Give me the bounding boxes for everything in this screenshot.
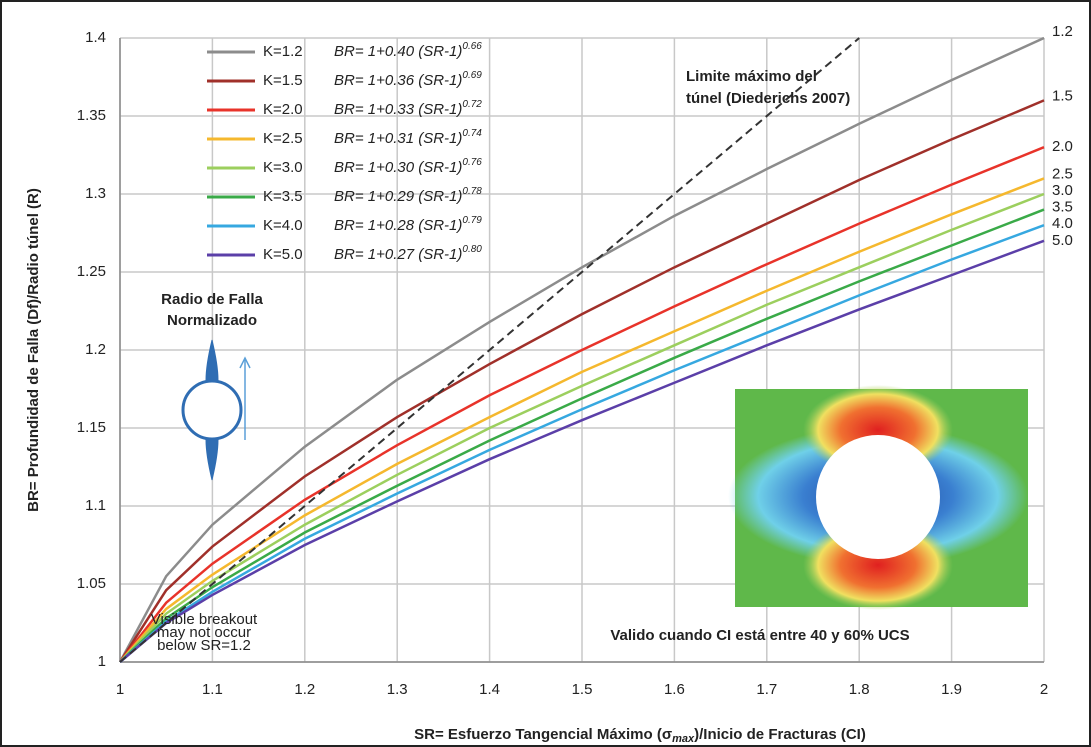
legend-formula: BR= 1+0.33 (SR-1)0.72	[334, 99, 482, 118]
annotation: may not occur	[157, 624, 251, 641]
formula-exponent: 0.74	[462, 128, 482, 139]
series-line	[119, 146, 1045, 663]
y-tick-label: 1.35	[77, 107, 106, 124]
formula: BR= 1+0.27 (SR-1)	[334, 246, 462, 263]
failure-sketch	[181, 339, 251, 481]
legend-label: K=4.0	[263, 217, 303, 234]
y-tick-label: 1.3	[85, 185, 106, 202]
formula-exponent: 0.72	[462, 99, 482, 110]
legend-formula: BR= 1+0.36 (SR-1)0.69	[334, 70, 482, 89]
legend-formula: BR= 1+0.40 (SR-1)0.66	[334, 41, 482, 60]
y-axis-label: BR= Profundidad de Falla (Df)/Radio túne…	[25, 188, 42, 512]
annotation: Radio de Falla	[161, 291, 263, 308]
formula: BR= 1+0.40 (SR-1)	[334, 43, 462, 60]
series-line	[119, 177, 1045, 663]
legend-formula: BR= 1+0.31 (SR-1)0.74	[334, 128, 482, 147]
x-tick-label: 1.3	[387, 681, 408, 698]
x-tick-label: 1.7	[756, 681, 777, 698]
end-label: 1.2	[1052, 23, 1073, 40]
series-line	[119, 192, 1045, 663]
limit-label: Limite máximo del	[686, 68, 817, 85]
formula: BR= 1+0.29 (SR-1)	[334, 188, 462, 205]
x-tick-label: 1.2	[294, 681, 315, 698]
formula-exponent: 0.66	[462, 41, 482, 52]
formula-exponent: 0.76	[462, 157, 482, 168]
x-label-part: SR= Esfuerzo Tangencial Máximo (σ	[414, 726, 672, 743]
legend-label: K=1.5	[263, 72, 303, 89]
annotation: Visible breakout	[151, 611, 258, 628]
end-label: 2.5	[1052, 165, 1073, 182]
x-tick-label: 1.6	[664, 681, 685, 698]
legend-formula: BR= 1+0.29 (SR-1)0.78	[334, 186, 482, 205]
end-label: 2.0	[1052, 138, 1073, 155]
end-label: 3.0	[1052, 182, 1073, 199]
formula: BR= 1+0.36 (SR-1)	[334, 72, 462, 89]
series-line	[119, 224, 1045, 663]
series-line	[119, 239, 1045, 663]
formula-exponent: 0.79	[462, 215, 482, 226]
x-tick-label: 1	[116, 681, 124, 698]
y-tick-label: 1.1	[85, 497, 106, 514]
end-label: 4.0	[1052, 215, 1073, 232]
y-tick-label: 1	[98, 653, 106, 670]
legend-label: K=1.2	[263, 43, 303, 60]
legend-formula: BR= 1+0.27 (SR-1)0.80	[334, 244, 482, 263]
y-tick-label: 1.4	[85, 29, 106, 46]
x-label-part: )/Inicio de Fracturas (CI)	[694, 726, 866, 743]
y-tick-label: 1.05	[77, 575, 106, 592]
y-tick-label: 1.15	[77, 419, 106, 436]
x-tick-label: 1.8	[849, 681, 870, 698]
formula: BR= 1+0.33 (SR-1)	[334, 101, 462, 118]
series-line	[119, 208, 1045, 663]
end-label: 3.5	[1052, 199, 1073, 216]
series-line	[118, 36, 1045, 663]
annotation: Normalizado	[167, 312, 257, 329]
series-line	[118, 99, 1045, 663]
grid	[119, 37, 1045, 663]
formula-exponent: 0.80	[462, 244, 482, 255]
limit-line	[119, 37, 860, 663]
formula-exponent: 0.69	[462, 70, 482, 81]
x-axis-label: SR= Esfuerzo Tangencial Máximo (σmax)/In…	[414, 726, 866, 745]
end-label: 1.5	[1052, 87, 1073, 104]
annotation: below SR=1.2	[157, 637, 251, 654]
x-tick-label: 1.9	[941, 681, 962, 698]
limit-label: túnel (Diederichs 2007)	[686, 90, 850, 107]
legend-formula: BR= 1+0.28 (SR-1)0.79	[334, 215, 482, 234]
formula: BR= 1+0.28 (SR-1)	[334, 217, 462, 234]
annotation: Valido cuando CI está entre 40 y 60% UCS	[610, 627, 909, 644]
formula-exponent: 0.78	[462, 186, 482, 197]
x-tick-label: 2	[1040, 681, 1048, 698]
end-label: 5.0	[1052, 232, 1073, 249]
x-label-sub: max	[672, 733, 695, 745]
legend-formula: BR= 1+0.30 (SR-1)0.76	[334, 157, 482, 176]
x-tick-label: 1.1	[202, 681, 223, 698]
legend-label: K=3.0	[263, 159, 303, 176]
legend-label: K=2.5	[263, 130, 303, 147]
y-tick-label: 1.2	[85, 341, 106, 358]
x-tick-label: 1.5	[572, 681, 593, 698]
formula: BR= 1+0.31 (SR-1)	[334, 130, 462, 147]
contour-inset	[728, 385, 1028, 610]
y-tick-label: 1.25	[77, 263, 106, 280]
formula: BR= 1+0.30 (SR-1)	[334, 159, 462, 176]
legend-label: K=3.5	[263, 188, 303, 205]
legend-label: K=5.0	[263, 246, 303, 263]
x-tick-label: 1.4	[479, 681, 500, 698]
legend-label: K=2.0	[263, 101, 303, 118]
